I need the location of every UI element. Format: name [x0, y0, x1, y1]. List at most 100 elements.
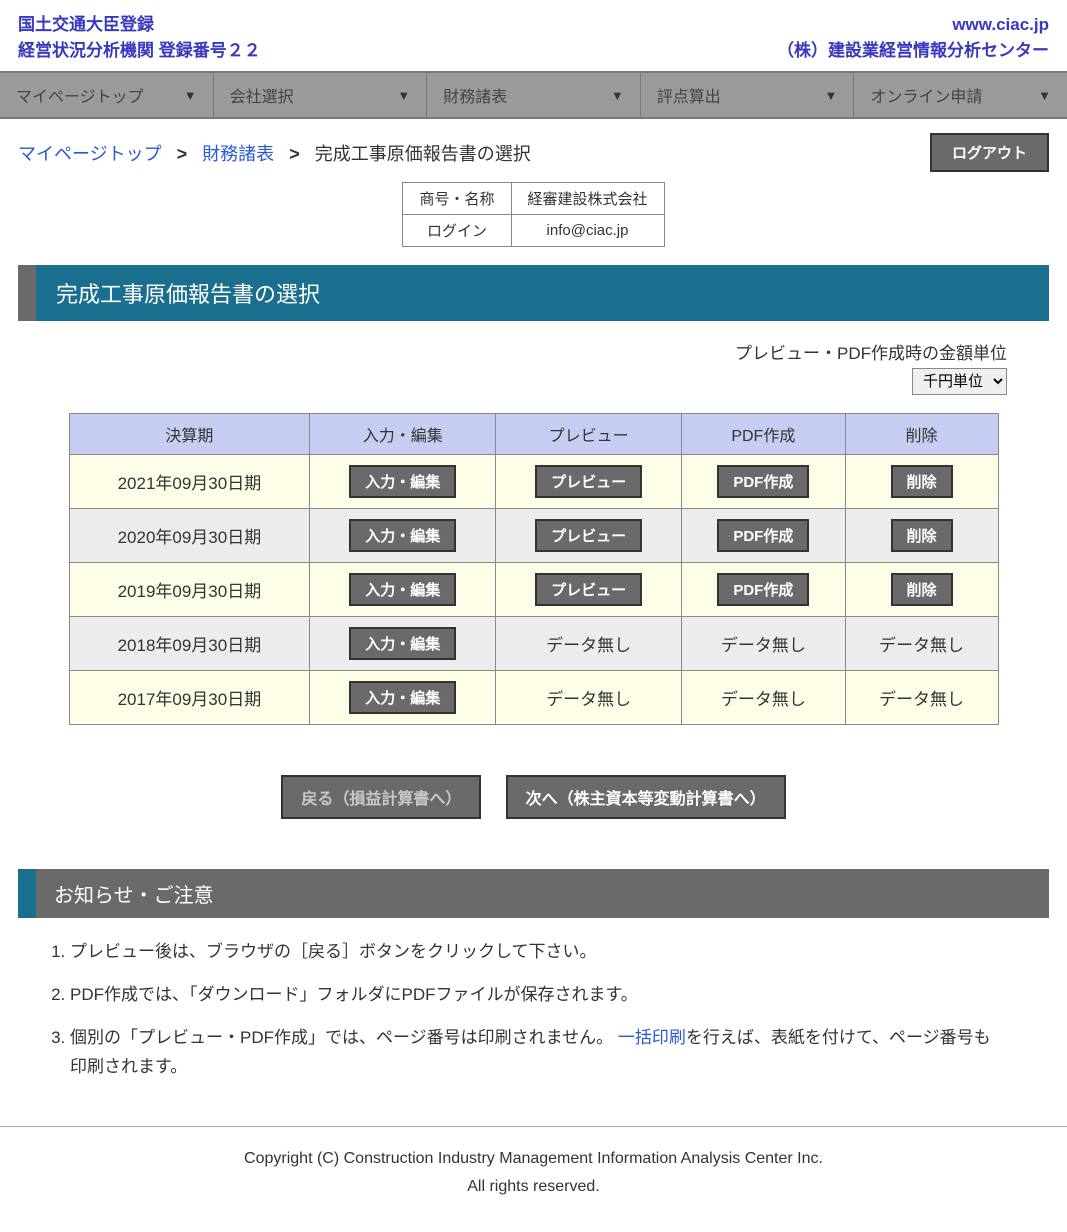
- delete-button[interactable]: 削除: [891, 465, 953, 498]
- nav-item-label: 会社選択: [230, 83, 294, 107]
- edit-button[interactable]: 入力・編集: [349, 681, 456, 714]
- pdf-cell: データ無し: [682, 671, 845, 725]
- delete-cell: データ無し: [845, 617, 998, 671]
- notice-title-bar: お知らせ・ご注意: [18, 869, 1049, 918]
- delete-button[interactable]: 削除: [891, 573, 953, 606]
- header: 国土交通大臣登録 経営状況分析機関 登録番号２２ www.ciac.jp （株）…: [0, 0, 1067, 71]
- table-header: プレビュー: [496, 414, 682, 455]
- table-row: 2017年09月30日期入力・編集データ無しデータ無しデータ無し: [69, 671, 998, 725]
- batch-print-link[interactable]: 一括印刷: [618, 1028, 686, 1047]
- period-cell: 2018年09月30日期: [69, 617, 310, 671]
- notice-title: お知らせ・ご注意: [36, 869, 1049, 918]
- period-cell: 2020年09月30日期: [69, 509, 310, 563]
- notice-accent: [18, 869, 36, 918]
- breadcrumb-sep: >: [177, 144, 188, 164]
- preview-cell: データ無し: [496, 671, 682, 725]
- company-info-table: 商号・名称 経審建設株式会社 ログイン info@ciac.jp: [402, 182, 664, 247]
- preview-button[interactable]: プレビュー: [535, 573, 642, 606]
- edit-cell: 入力・編集: [310, 455, 496, 509]
- header-reg-line1: 国土交通大臣登録: [18, 12, 261, 38]
- footer-line1: Copyright (C) Construction Industry Mana…: [0, 1145, 1067, 1174]
- header-url[interactable]: www.ciac.jp: [777, 12, 1049, 38]
- chevron-down-icon: ▼: [397, 88, 410, 103]
- delete-button[interactable]: 削除: [891, 519, 953, 552]
- table-header: 入力・編集: [310, 414, 496, 455]
- nav-item-4[interactable]: オンライン申請 ▼: [854, 73, 1067, 117]
- delete-cell: 削除: [845, 563, 998, 617]
- table-row: 2018年09月30日期入力・編集データ無しデータ無しデータ無し: [69, 617, 998, 671]
- nav-item-label: マイページトップ: [16, 83, 144, 107]
- pdf-button[interactable]: PDF作成: [717, 519, 809, 552]
- period-cell: 2019年09月30日期: [69, 563, 310, 617]
- pdf-cell: PDF作成: [682, 563, 845, 617]
- nav-item-label: 財務諸表: [443, 83, 507, 107]
- preview-cell: データ無し: [496, 617, 682, 671]
- chevron-down-icon: ▼: [1038, 88, 1051, 103]
- section-title: 完成工事原価報告書の選択: [36, 265, 1049, 321]
- nav-buttons-row: 戻る（損益計算書へ） 次へ（株主資本等変動計算書へ）: [0, 765, 1067, 869]
- footer: Copyright (C) Construction Industry Mana…: [0, 1126, 1067, 1232]
- edit-cell: 入力・編集: [310, 671, 496, 725]
- delete-cell: 削除: [845, 509, 998, 563]
- pdf-cell: PDF作成: [682, 455, 845, 509]
- section-title-accent: [18, 265, 36, 321]
- table-header: 決算期: [69, 414, 310, 455]
- chevron-down-icon: ▼: [611, 88, 624, 103]
- edit-cell: 入力・編集: [310, 617, 496, 671]
- breadcrumb-sep: >: [289, 144, 300, 164]
- info-login-value: info@ciac.jp: [511, 215, 664, 247]
- nav-item-0[interactable]: マイページトップ ▼: [0, 73, 214, 117]
- notice-item: プレビュー後は、ブラウザの［戻る］ボタンをクリックして下さい。: [70, 938, 997, 967]
- delete-cell: 削除: [845, 455, 998, 509]
- main-nav: マイページトップ ▼ 会社選択 ▼ 財務諸表 ▼ 評点算出 ▼ オンライン申請 ▼: [0, 71, 1067, 119]
- preview-cell: プレビュー: [496, 455, 682, 509]
- footer-line2: All rights reserved.: [0, 1173, 1067, 1202]
- table-row: 2020年09月30日期 入力・編集 プレビュー PDF作成 削除: [69, 509, 998, 563]
- info-name-label: 商号・名称: [403, 183, 511, 215]
- header-left: 国土交通大臣登録 経営状況分析機関 登録番号２２: [18, 12, 261, 63]
- logout-button[interactable]: ログアウト: [930, 133, 1049, 172]
- breadcrumb: マイページトップ > 財務諸表 > 完成工事原価報告書の選択: [18, 140, 531, 166]
- chevron-down-icon: ▼: [184, 88, 197, 103]
- header-right: www.ciac.jp （株）建設業経営情報分析センター: [777, 12, 1049, 63]
- breadcrumb-mid[interactable]: 財務諸表: [202, 144, 274, 164]
- section-title-bar: 完成工事原価報告書の選択: [18, 265, 1049, 321]
- notice-list: プレビュー後は、ブラウザの［戻る］ボタンをクリックして下さい。 PDF作成では、「…: [0, 918, 1067, 1126]
- period-cell: 2017年09月30日期: [69, 671, 310, 725]
- table-row: 2019年09月30日期 入力・編集 プレビュー PDF作成 削除: [69, 563, 998, 617]
- breadcrumb-top[interactable]: マイページトップ: [18, 144, 162, 164]
- edit-button[interactable]: 入力・編集: [349, 519, 456, 552]
- pdf-button[interactable]: PDF作成: [717, 465, 809, 498]
- nav-item-1[interactable]: 会社選択 ▼: [214, 73, 428, 117]
- preview-button[interactable]: プレビュー: [535, 465, 642, 498]
- preview-cell: プレビュー: [496, 509, 682, 563]
- nav-item-label: 評点算出: [657, 83, 721, 107]
- unit-select[interactable]: 千円単位: [912, 368, 1007, 395]
- info-login-label: ログイン: [403, 215, 511, 247]
- nav-item-3[interactable]: 評点算出 ▼: [641, 73, 855, 117]
- notice-item: 個別の「プレビュー・PDF作成」では、ページ番号は印刷されません。 一括印刷を行…: [70, 1024, 997, 1082]
- info-name-value: 経審建設株式会社: [511, 183, 664, 215]
- pdf-cell: データ無し: [682, 617, 845, 671]
- edit-cell: 入力・編集: [310, 509, 496, 563]
- preview-button[interactable]: プレビュー: [535, 519, 642, 552]
- breadcrumb-current: 完成工事原価報告書の選択: [315, 144, 531, 164]
- nav-item-label: オンライン申請: [870, 83, 982, 107]
- next-button[interactable]: 次へ（株主資本等変動計算書へ）: [506, 775, 786, 819]
- back-button[interactable]: 戻る（損益計算書へ）: [281, 775, 481, 819]
- preview-cell: プレビュー: [496, 563, 682, 617]
- notice-item: PDF作成では、「ダウンロード」フォルダにPDFファイルが保存されます。: [70, 981, 997, 1010]
- pdf-button[interactable]: PDF作成: [717, 573, 809, 606]
- table-header: PDF作成: [682, 414, 845, 455]
- header-company: （株）建設業経営情報分析センター: [777, 38, 1049, 64]
- periods-table: 決算期入力・編集プレビューPDF作成削除 2021年09月30日期入力・編集プレ…: [69, 413, 999, 725]
- edit-button[interactable]: 入力・編集: [349, 627, 456, 660]
- edit-button[interactable]: 入力・編集: [349, 465, 456, 498]
- chevron-down-icon: ▼: [825, 88, 838, 103]
- nav-item-2[interactable]: 財務諸表 ▼: [427, 73, 641, 117]
- table-row: 2021年09月30日期入力・編集プレビューPDF作成削除: [69, 455, 998, 509]
- edit-cell: 入力・編集: [310, 563, 496, 617]
- pdf-cell: PDF作成: [682, 509, 845, 563]
- edit-button[interactable]: 入力・編集: [349, 573, 456, 606]
- header-reg-line2: 経営状況分析機関 登録番号２２: [18, 38, 261, 64]
